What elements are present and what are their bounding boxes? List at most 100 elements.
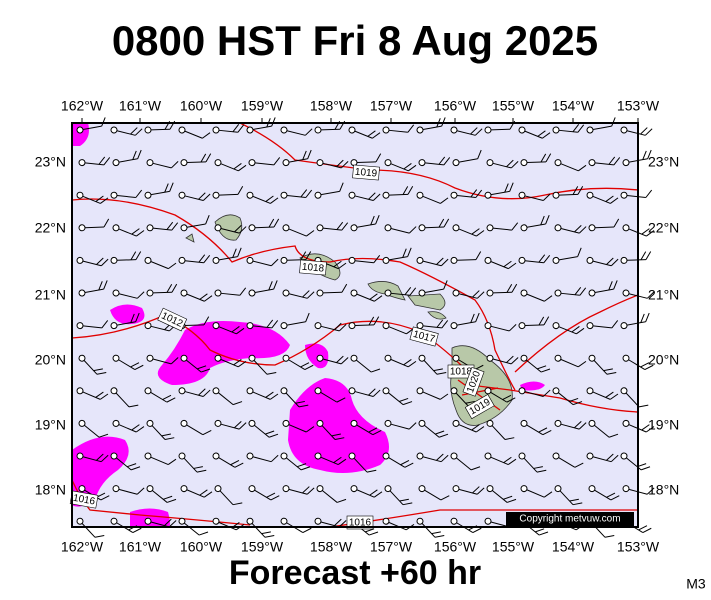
station xyxy=(350,354,358,362)
wind-barb xyxy=(348,316,380,330)
station xyxy=(382,126,390,134)
barb-flag xyxy=(265,430,275,435)
barb-flag xyxy=(233,163,242,170)
barb-shaft xyxy=(592,195,611,204)
barb-shaft xyxy=(186,161,207,163)
barb-flag xyxy=(234,462,244,468)
wind-barb xyxy=(144,120,176,134)
barb-flag xyxy=(271,117,276,127)
wind-barb xyxy=(520,485,553,498)
barb-flag xyxy=(472,290,480,298)
barb-flag xyxy=(475,426,485,433)
barb-shaft xyxy=(356,489,375,498)
barb-flag xyxy=(408,226,417,234)
barb-shaft xyxy=(424,288,444,293)
station xyxy=(180,419,188,427)
wind-barb xyxy=(452,224,485,237)
barb-flag xyxy=(261,531,271,535)
barb-flag xyxy=(503,456,512,464)
barb-flag xyxy=(403,359,412,366)
barb-shaft xyxy=(184,195,204,202)
barb-flag xyxy=(374,295,383,302)
wind-barb xyxy=(280,126,313,136)
barb-flag xyxy=(94,534,105,538)
barb-shaft xyxy=(322,358,342,365)
station xyxy=(484,126,492,134)
station xyxy=(248,224,256,232)
barb-flag xyxy=(368,427,378,433)
wind-barb xyxy=(518,191,551,202)
station xyxy=(382,191,390,199)
barb-flag xyxy=(302,290,310,298)
barb-shaft xyxy=(84,288,104,293)
station xyxy=(418,419,426,427)
barb-flag xyxy=(578,164,587,172)
wind-barb xyxy=(110,387,139,408)
wind-barb xyxy=(416,191,449,204)
barb-flag xyxy=(266,319,274,328)
barb-flag xyxy=(167,458,177,466)
barb-flag xyxy=(470,313,475,323)
wind-barb xyxy=(314,452,347,466)
barb-flag xyxy=(504,183,509,193)
wind-barb xyxy=(280,387,309,408)
wind-barb xyxy=(384,224,417,234)
barb-flag xyxy=(436,319,444,328)
barb-flag xyxy=(645,251,652,260)
wind-barb xyxy=(622,224,655,237)
station xyxy=(316,485,324,493)
station xyxy=(112,289,120,297)
barb-flag xyxy=(579,287,587,296)
barb-flag xyxy=(638,525,648,531)
barb-shaft xyxy=(184,391,204,397)
station xyxy=(212,452,220,460)
barb-flag xyxy=(135,189,143,198)
barb-flag xyxy=(402,248,407,258)
barb-flag xyxy=(166,498,177,503)
barb-shaft xyxy=(560,292,580,296)
barb-flag xyxy=(477,149,482,159)
barb-flag xyxy=(170,161,179,169)
barb-flag xyxy=(407,186,414,195)
wind-barb xyxy=(280,251,312,264)
station xyxy=(586,387,594,395)
barb-flag xyxy=(234,225,242,233)
wind-barb xyxy=(76,256,109,267)
barb-flag xyxy=(438,156,446,165)
barb-flag xyxy=(404,462,414,468)
wind-barb xyxy=(350,289,383,302)
station xyxy=(180,354,188,362)
barb-flag xyxy=(542,193,551,201)
wind-barb xyxy=(418,218,450,232)
wind-barb xyxy=(520,354,551,373)
station xyxy=(418,159,426,167)
wind-barb xyxy=(486,283,518,297)
wind-barb xyxy=(518,254,551,264)
barb-shaft xyxy=(118,158,138,163)
barb-flag xyxy=(96,257,104,265)
station xyxy=(586,452,594,460)
station xyxy=(212,387,220,395)
barb-flag xyxy=(333,260,342,268)
station xyxy=(484,322,492,330)
wind-barb xyxy=(552,124,585,134)
barb-flag xyxy=(336,159,344,168)
station xyxy=(416,452,424,460)
station xyxy=(178,452,186,460)
barb-flag xyxy=(103,280,108,290)
wind-barb xyxy=(180,215,210,232)
wind-barb xyxy=(178,191,211,202)
barb-flag xyxy=(99,393,109,400)
station xyxy=(214,354,222,362)
barb-flag xyxy=(135,426,145,433)
station xyxy=(212,126,220,134)
lon-label-top: 154°W xyxy=(552,98,595,114)
barb-shaft xyxy=(220,228,240,234)
station xyxy=(452,485,460,493)
wind-barb xyxy=(212,387,243,406)
lon-label-top: 153°W xyxy=(617,98,660,114)
wind-barb xyxy=(316,485,347,503)
barb-flag xyxy=(577,186,584,195)
barb-flag xyxy=(237,247,242,257)
station xyxy=(382,452,390,460)
